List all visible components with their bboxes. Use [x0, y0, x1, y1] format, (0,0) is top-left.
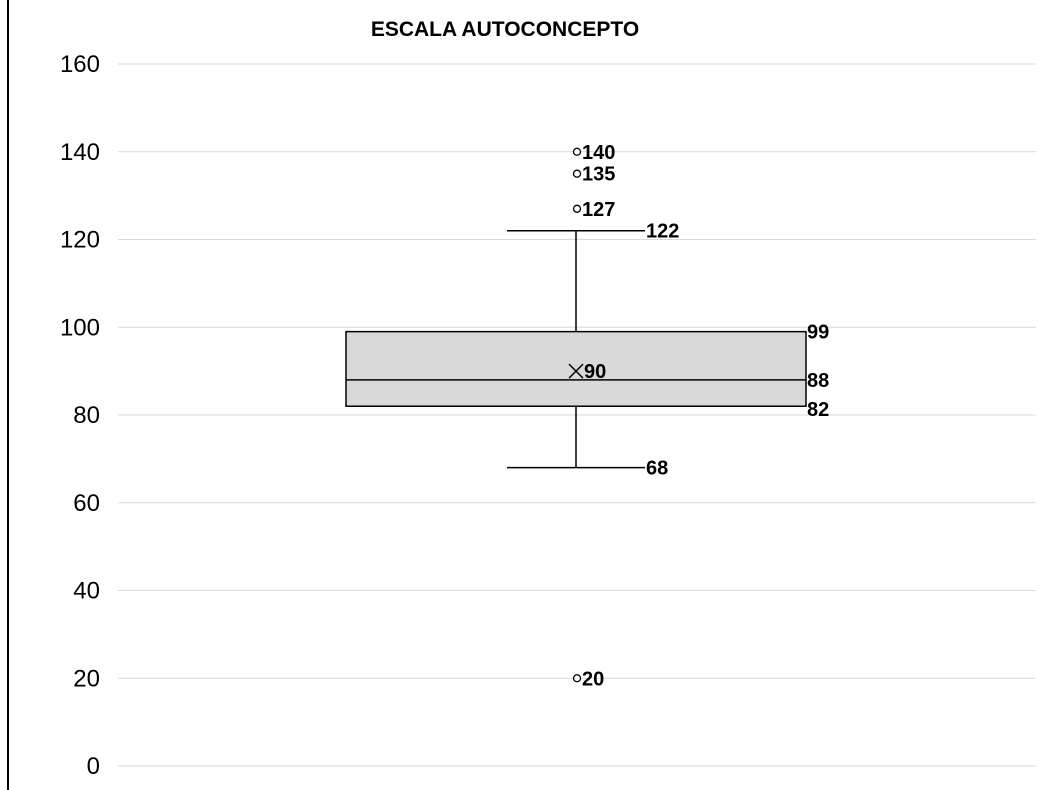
mean-marker-stroke-b — [568, 363, 584, 379]
outlier-point-2 — [572, 204, 582, 213]
y-axis: 0 20 40 60 80 100 120 140 160 — [60, 51, 100, 780]
median-label: 88 — [807, 370, 829, 392]
outlier-point-0 — [572, 147, 582, 156]
y-tick-label-80: 80 — [73, 402, 100, 429]
y-tick-label-40: 40 — [73, 578, 100, 605]
y-tick-label-100: 100 — [60, 314, 100, 341]
mean-marker — [568, 363, 584, 379]
outlier-point-1 — [572, 169, 582, 178]
y-tick-label-20: 20 — [73, 665, 100, 692]
y-tick-label-140: 140 — [60, 139, 100, 166]
q3-label: 99 — [807, 322, 829, 344]
mean-label: 90 — [584, 361, 606, 383]
outlier-label-3: 20 — [582, 668, 604, 690]
max-whisker-label: 122 — [646, 221, 679, 243]
outlier-label-2: 127 — [582, 199, 615, 221]
y-tick-label-160: 160 — [60, 51, 100, 78]
outlier-point-3 — [572, 674, 582, 683]
outlier-label-1: 135 — [582, 164, 615, 186]
q1-label: 82 — [807, 399, 829, 421]
y-tick-label-60: 60 — [73, 490, 100, 517]
y-tick-label-120: 120 — [60, 227, 100, 254]
iqr-box — [345, 330, 807, 407]
y-tick-label-0: 0 — [87, 753, 100, 780]
outlier-label-0: 140 — [582, 142, 615, 164]
chart-title: ESCALA AUTOCONCEPTO — [371, 18, 639, 41]
min-whisker-label: 68 — [646, 458, 668, 480]
